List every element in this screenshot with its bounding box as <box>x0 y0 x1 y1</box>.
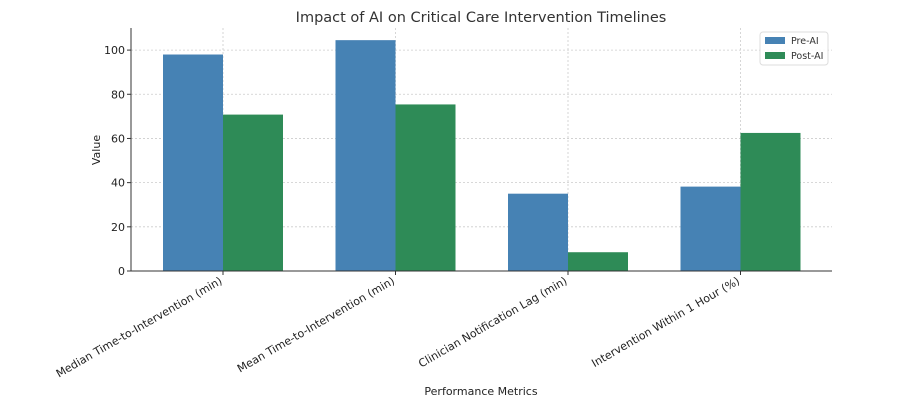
x-ticks: Median Time-to-Intervention (min) Mean Ti… <box>54 271 742 380</box>
x-tick-label: Clinician Notification Lag (min) <box>416 274 569 370</box>
y-tick-label: 0 <box>118 265 125 278</box>
bar-post-ai-1 <box>395 104 456 272</box>
bar-post-ai-0 <box>223 114 283 271</box>
y-tick-label: 20 <box>111 221 125 234</box>
bars <box>163 40 801 272</box>
y-ticks: 0 20 40 60 80 100 <box>104 44 131 278</box>
bar-pre-ai-1 <box>335 40 396 272</box>
legend-swatch <box>765 37 785 44</box>
legend-swatch <box>765 52 785 59</box>
chart-title: Impact of AI on Critical Care Interventi… <box>296 10 667 26</box>
legend-label: Pre-AI <box>791 36 819 47</box>
legend: Pre-AI Post-AI <box>759 31 829 66</box>
y-tick-label: 80 <box>111 88 125 101</box>
y-tick-label: 60 <box>111 132 125 145</box>
y-tick-label: 100 <box>104 44 125 57</box>
bar-pre-ai-2 <box>508 193 568 271</box>
y-axis-label: Value <box>90 135 103 165</box>
x-tick-label: Mean Time-to-Intervention (min) <box>235 274 397 375</box>
bar-post-ai-2 <box>568 252 628 271</box>
bar-post-ai-3 <box>740 132 801 271</box>
bar-pre-ai-0 <box>163 54 223 271</box>
y-tick-label: 40 <box>111 177 125 190</box>
x-tick-label: Intervention Within 1 Hour (%) <box>589 274 742 370</box>
bar-pre-ai-3 <box>680 186 741 271</box>
axes <box>130 28 832 272</box>
legend-label: Post-AI <box>791 51 823 62</box>
x-axis-label: Performance Metrics <box>424 385 537 398</box>
x-tick-label: Median Time-to-Intervention (min) <box>54 274 225 380</box>
